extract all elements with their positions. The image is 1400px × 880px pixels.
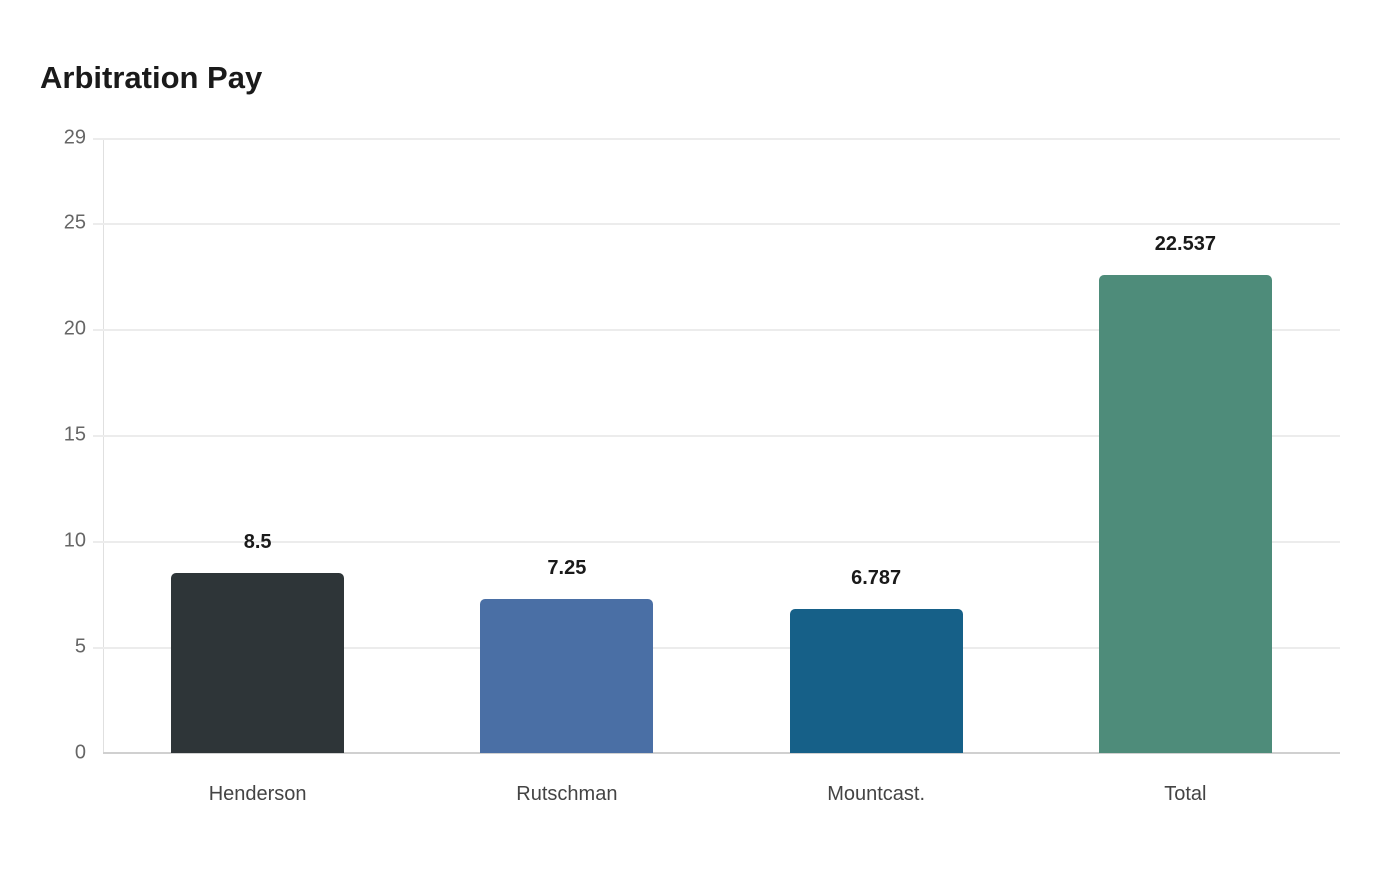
y-tick-label: 25 [63, 211, 86, 234]
x-axis-line [103, 752, 1340, 754]
bar-value-label: 7.25 [547, 557, 587, 580]
y-tick-label: 20 [63, 317, 86, 340]
y-axis-line [103, 138, 104, 753]
y-tick-label: 10 [63, 529, 86, 552]
gridline [93, 328, 1340, 331]
bar-value-label: 22.537 [1154, 233, 1216, 256]
gridline [93, 434, 1340, 437]
x-tick-label: Total [1164, 783, 1207, 805]
bar-henderson[interactable] [171, 572, 345, 753]
bar-mountcast[interactable] [789, 609, 963, 753]
x-tick-label: Henderson [208, 783, 307, 805]
y-tick-label: 15 [63, 423, 86, 446]
y-tick-label: 29 [63, 126, 86, 149]
gridline [93, 646, 1340, 649]
x-tick-label: Mountcast. [827, 783, 926, 805]
chart-title: Arbitration Pay [40, 60, 263, 95]
gridline [93, 138, 1340, 140]
x-tick-label: Rutschman [516, 783, 618, 805]
bar-value-label: 6.787 [851, 567, 902, 590]
bar-rutschman[interactable] [480, 599, 654, 753]
gridline [93, 222, 1340, 225]
y-tick-label: 0 [74, 741, 86, 764]
y-tick-label: 5 [74, 635, 86, 658]
gridline [93, 540, 1340, 543]
plot-area: 0 5 10 15 20 25 29 8.5 Henderson 7.25 Rutschman 6.7… [64, 127, 1340, 805]
bar-total[interactable] [1098, 275, 1272, 753]
bar-value-label: 8.5 [243, 530, 272, 553]
